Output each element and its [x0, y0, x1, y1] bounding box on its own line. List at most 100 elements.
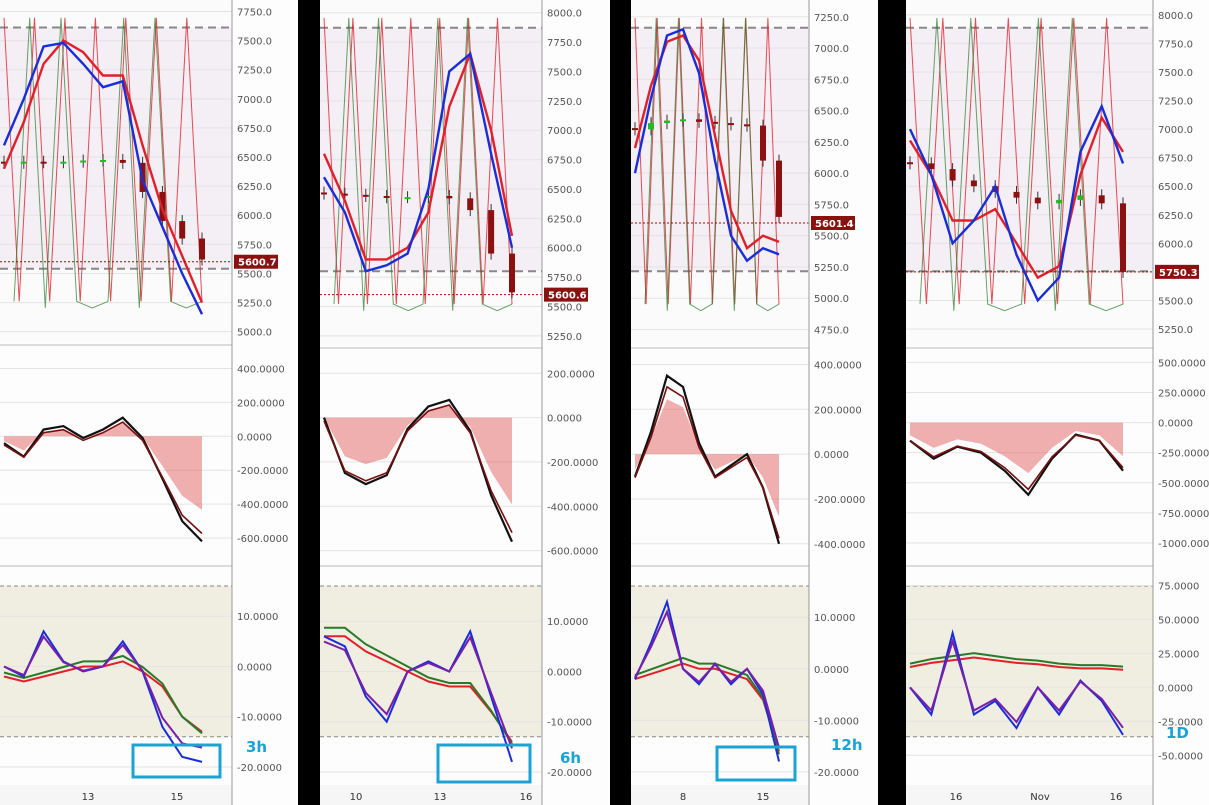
macd-tick-label: -400.0000 [237, 500, 288, 511]
osc-purple-line [323, 635, 513, 749]
last-price-label: 5600.6 [548, 291, 587, 302]
osc-green-line [634, 656, 780, 755]
osc-tick-label: -10.0000 [547, 718, 592, 729]
osc-tick-label: -10.0000 [237, 713, 282, 724]
osc-tick-label: 0.0000 [1158, 683, 1193, 694]
macd-histogram [635, 399, 779, 517]
x-axis-bar [906, 785, 1153, 805]
macd-tick-label: -600.0000 [237, 534, 288, 545]
osc-purple-line [634, 608, 780, 748]
candle-body [341, 193, 348, 196]
candle-body [928, 163, 935, 170]
macd-signal-line [634, 385, 780, 539]
price-tick-label: 6500.0 [814, 107, 849, 118]
macd-tick-label: 250.0000 [1158, 389, 1206, 400]
macd-tick-label: -1000.0000 [1158, 539, 1209, 550]
osc-zone [0, 586, 232, 737]
candle-body [1056, 199, 1063, 204]
price-tick-label: 5500.0 [547, 302, 582, 313]
osc-tick-label: -20.0000 [547, 768, 592, 779]
macd-histogram [910, 422, 1123, 474]
macd-pane [631, 350, 809, 565]
candle-body [970, 180, 977, 187]
stoch-red-line [909, 17, 1124, 305]
macd-tick-label: 0.0000 [814, 450, 849, 461]
macd-tick-label: 500.0000 [1158, 358, 1206, 369]
x-axis-bar [631, 785, 809, 805]
price-tick-label: 7250.0 [237, 66, 272, 77]
candle-body [488, 210, 495, 254]
macd-tick-label: 0.0000 [547, 414, 582, 425]
price-tick-label: 7250.0 [547, 97, 582, 108]
x-tick-label: 8 [680, 792, 686, 803]
candle-body [744, 124, 750, 127]
last-price-tag [234, 254, 278, 269]
macd-tick-label: 400.0000 [814, 360, 862, 371]
osc-green-line [324, 626, 513, 745]
price-tick-label: 5750.0 [237, 240, 272, 251]
candle-body [1120, 203, 1126, 272]
price-tick-label: 6000.0 [547, 244, 582, 255]
osc-tick-label: 75.0000 [1158, 582, 1199, 593]
candle-body [119, 159, 126, 163]
timeframe-label: 3h [246, 738, 267, 756]
chart-12h[interactable]: 7250.0 7000.0 6750.0 6500.0 6250.0 6000.0 5750… [631, 0, 878, 805]
price-tick-label: 8000.0 [547, 9, 582, 20]
price-tick-label: 6250.0 [1158, 211, 1193, 222]
last-price-tag [544, 287, 588, 302]
x-tick-label: 15 [757, 792, 770, 803]
price-tick-label: 7750.0 [547, 38, 582, 49]
slow-line [322, 50, 514, 261]
osc-tick-label: 10.0000 [547, 617, 588, 628]
timeframe-label: 12h [831, 736, 863, 754]
candle-body [1098, 195, 1105, 204]
candle-body [712, 121, 718, 124]
osc-purple-line [3, 634, 203, 749]
macd-pane [0, 350, 232, 565]
macd-histogram [4, 423, 202, 510]
price-tick-label: 6000.0 [814, 169, 849, 180]
osc-red-line [634, 662, 780, 752]
osc-tick-label: 0.0000 [237, 662, 272, 673]
price-tick-label: 7250.0 [1158, 97, 1193, 108]
stoch-green-line [13, 17, 203, 309]
candle-body [696, 119, 702, 122]
chart-1D[interactable]: 8000.0 7750.0 7500.0 7250.0 7000.0 6750.0 6500… [906, 0, 1209, 805]
macd-tick-label: -600.0000 [547, 547, 598, 558]
chart-3h[interactable]: 7750.0 7500.0 7250.0 7000.0 6750.0 6500.0 6250… [0, 0, 298, 805]
price-tick-label: 7500.0 [1158, 68, 1193, 79]
chart-6h[interactable]: 8000.0 7750.0 7500.0 7250.0 7000.0 6750.0 6500… [320, 0, 610, 805]
osc-tick-label: 10.0000 [237, 612, 278, 623]
macd-tick-label: -400.0000 [547, 502, 598, 513]
macd-tick-label: -750.0000 [1158, 509, 1209, 520]
candle-body [446, 196, 453, 199]
price-tick-label: 6250.0 [547, 214, 582, 225]
osc-tick-label: -25.0000 [1158, 717, 1203, 728]
x-axis-bar [320, 785, 542, 805]
macd-tick-label: 0.0000 [1158, 419, 1193, 430]
last-price-label: 5600.7 [238, 258, 277, 269]
candle-body [664, 120, 670, 124]
macd-tick-label: 0.0000 [237, 432, 272, 443]
macd-tick-label: -500.0000 [1158, 479, 1209, 490]
macd-tick-label: -400.0000 [814, 540, 865, 551]
osc-tick-label: 0.0000 [547, 667, 582, 678]
price-tick-label: 7500.0 [547, 67, 582, 78]
price-tick-label: 6000.0 [237, 211, 272, 222]
highlight-box [436, 743, 532, 784]
osc-tick-label: 10.0000 [814, 613, 855, 624]
candle-body [199, 238, 205, 260]
fast-line [908, 103, 1125, 303]
stoch-green-line [333, 17, 513, 312]
osc-zone [320, 586, 542, 737]
price-tick-label: 4750.0 [814, 325, 849, 336]
osc-tick-label: 25.0000 [1158, 649, 1199, 660]
candle-body [509, 253, 515, 293]
macd-signal-line [3, 421, 203, 535]
price-tick-label: 7000.0 [547, 126, 582, 137]
x-tick-label: 16 [1110, 792, 1123, 803]
candle-body [760, 125, 766, 161]
price-tick-label: 7000.0 [237, 95, 272, 106]
macd-tick-label: -200.0000 [547, 458, 598, 469]
price-tick-label: 7750.0 [1158, 39, 1193, 50]
